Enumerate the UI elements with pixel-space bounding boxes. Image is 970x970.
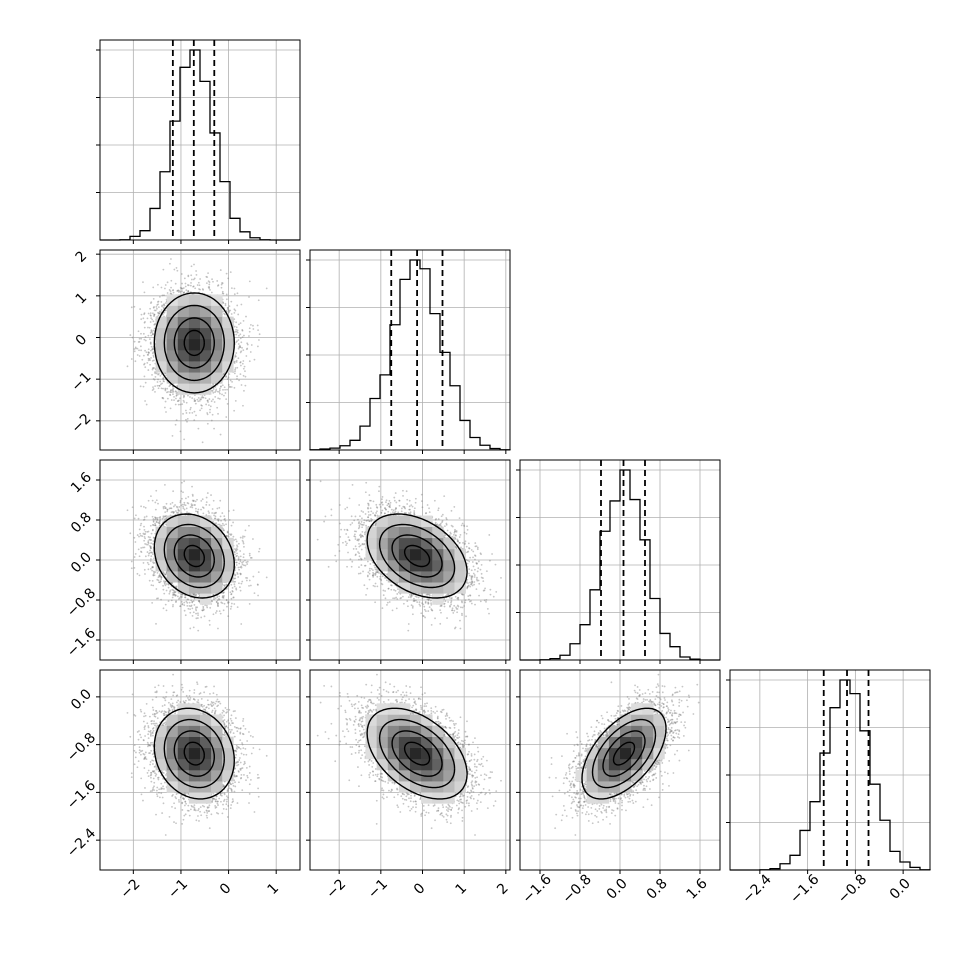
density-cell	[189, 549, 200, 560]
x-tick-label: −0.8	[835, 871, 870, 906]
density-cell	[421, 549, 432, 560]
density-cell	[388, 726, 399, 737]
panel-3-0: −2.4 −1.6 −0.8 0.0 −2 −1 0 1	[64, 670, 300, 902]
density-cell	[211, 306, 222, 317]
density-cell	[443, 737, 454, 748]
density-cell	[167, 549, 178, 560]
y-tick-label: 0.0	[68, 549, 95, 576]
y-tick-label: −2	[69, 411, 95, 437]
density-cell	[432, 593, 443, 604]
density-cell	[366, 549, 377, 560]
density-cell	[200, 339, 211, 350]
density-cell	[200, 538, 211, 549]
panel-1-0: −2 −1 0 1 2	[69, 248, 300, 454]
density-cell	[200, 759, 211, 770]
panel-1-1	[306, 250, 510, 454]
density-cell	[211, 339, 222, 350]
density-cell	[189, 294, 200, 305]
y-tick-label: 0	[73, 332, 91, 350]
density-cell	[178, 339, 189, 350]
density-cell	[377, 527, 388, 538]
x-tick-label: −1	[165, 876, 191, 902]
density-cell	[410, 549, 421, 560]
y-tick-label: −1	[69, 369, 95, 395]
density-cell	[200, 560, 211, 571]
y-tick-label: 0.8	[68, 509, 95, 536]
density-cell	[432, 527, 443, 538]
x-tick-label: 0.0	[887, 876, 914, 903]
density-cell	[167, 306, 178, 317]
x-tick-label: −1.6	[519, 871, 554, 906]
y-tick-label: −1.6	[64, 625, 99, 660]
density-cell	[178, 549, 189, 560]
density-cell	[189, 328, 200, 339]
density-cell	[454, 571, 465, 582]
density-cell	[443, 560, 454, 571]
y-tick-label: −2.4	[64, 825, 99, 860]
density-cell	[211, 372, 222, 383]
density-cell	[388, 759, 399, 770]
panel-2-1	[306, 460, 510, 664]
density-cell	[178, 737, 189, 748]
y-tick-label: −1.6	[64, 777, 99, 812]
density-cell	[178, 748, 189, 759]
density-cell	[399, 781, 410, 792]
density-cell	[432, 748, 443, 759]
density-cell	[189, 339, 200, 350]
x-tick-label: 0.8	[644, 876, 671, 903]
density-cell	[200, 593, 211, 604]
density-cell	[189, 306, 200, 317]
density-cell	[178, 571, 189, 582]
panel-3-2: −1.6 −0.8 0.0 0.8 1.6	[516, 670, 720, 907]
x-tick-label: 0	[217, 880, 235, 898]
density-cell	[443, 538, 454, 549]
y-tick-label: −0.8	[64, 585, 99, 620]
density-cell	[211, 294, 222, 305]
density-cell	[410, 748, 421, 759]
y-tick-label: 1	[73, 290, 91, 308]
panel-3-3: −2.4 −1.6 −0.8 0.0	[726, 670, 930, 907]
density-cell	[576, 770, 587, 781]
x-tick-label: 1	[453, 880, 471, 898]
density-cell	[366, 714, 377, 725]
y-tick-label: −0.8	[64, 730, 99, 765]
density-cell	[377, 737, 388, 748]
density-cell	[454, 560, 465, 571]
x-tick-label: −1.6	[787, 871, 822, 906]
x-tick-label: 0	[411, 880, 429, 898]
x-tick-label: −1	[365, 876, 391, 902]
density-cell	[189, 748, 200, 759]
x-tick-label: −2	[118, 876, 144, 902]
panel-3-1: −2 −1 0 1 2	[306, 670, 512, 902]
x-tick-label: 1.6	[684, 876, 711, 903]
x-tick-label: −2	[323, 876, 349, 902]
density-cell	[200, 748, 211, 759]
x-tick-label: −0.8	[559, 871, 594, 906]
y-tick-label: 0.0	[68, 686, 95, 713]
density-cell	[432, 726, 443, 737]
density-cell	[222, 538, 233, 549]
density-cell	[399, 538, 410, 549]
density-cell	[432, 549, 443, 560]
density-cell	[167, 350, 178, 361]
density-cell	[189, 372, 200, 383]
y-tick-label: 1.6	[68, 469, 95, 496]
density-cell	[388, 571, 399, 582]
density-cell	[388, 527, 399, 538]
x-tick-label: 2	[494, 880, 512, 898]
y-tick-label: 2	[73, 248, 91, 266]
x-tick-label: 1	[265, 880, 283, 898]
panel-0-0	[96, 40, 300, 244]
panel-2-0: −1.6 −0.8 0.0 0.8 1.6	[64, 460, 300, 664]
density-cell	[421, 748, 432, 759]
density-cell	[377, 538, 388, 549]
density-cell	[167, 748, 178, 759]
x-tick-label: −2.4	[739, 871, 774, 906]
density-cell	[631, 737, 642, 748]
panel-2-2	[516, 460, 720, 664]
x-tick-label: 0.0	[604, 876, 631, 903]
density-cell	[167, 339, 178, 350]
density-cell	[454, 770, 465, 781]
